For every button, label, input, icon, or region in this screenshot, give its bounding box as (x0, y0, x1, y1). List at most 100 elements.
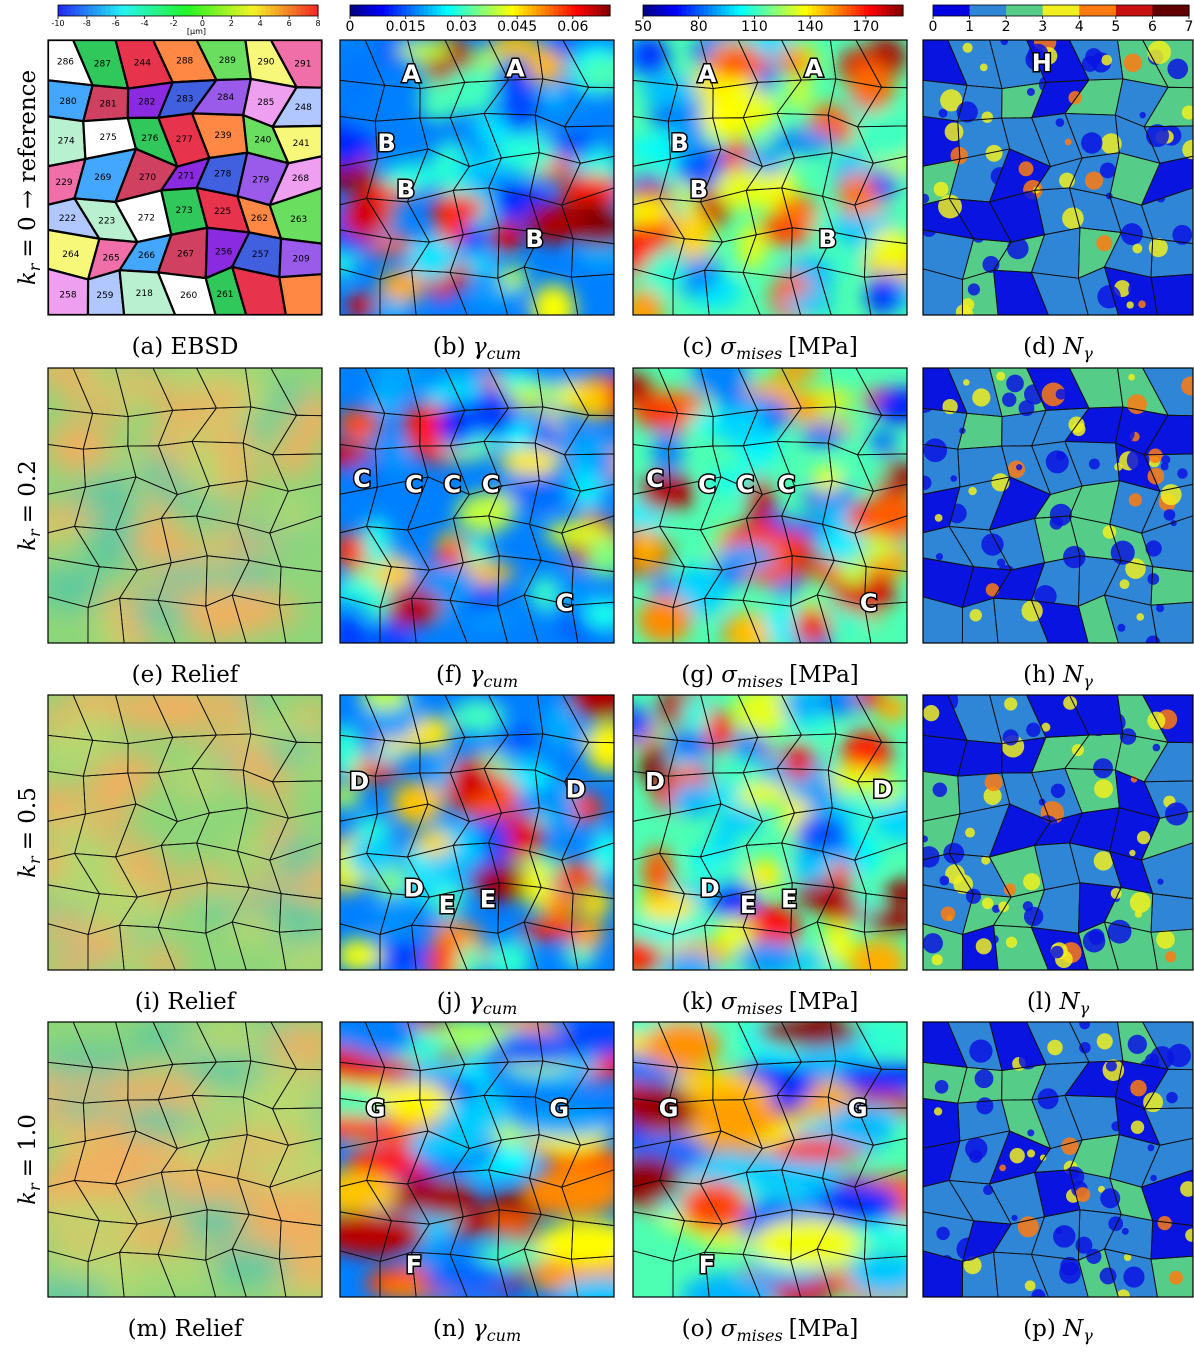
field-spot (1088, 928, 1105, 945)
grain-boundary (923, 596, 963, 643)
caption-label: (h) (1023, 662, 1056, 688)
panel-field (48, 695, 322, 970)
caption-subscript: γ (1083, 344, 1093, 363)
field-spot (1105, 1060, 1117, 1072)
field-blobs (48, 695, 322, 970)
field-spot (1086, 1248, 1102, 1265)
colorbar-tick-label: -8 (83, 19, 91, 28)
grain-boundary (961, 1251, 999, 1297)
grain-boundary (119, 1251, 176, 1297)
field-spot (1102, 525, 1117, 539)
grain-boundary (855, 40, 907, 89)
panel: (h) Nγ (922, 367, 1194, 691)
grain-boundary (570, 1255, 614, 1297)
row-label-text: = 1.0 (15, 1114, 41, 1177)
annotation-letter: C (556, 589, 574, 617)
field-spot (1123, 1253, 1132, 1262)
grain-id: 259 (96, 291, 113, 301)
grain-boundary (278, 1255, 322, 1297)
colorbar: 50 80 110 140 170 (634, 4, 904, 35)
grain-fill (923, 229, 974, 280)
grain-fill (949, 853, 1012, 898)
grain-boundary (278, 893, 322, 933)
annotation-letter: G (848, 1094, 868, 1122)
grain (204, 265, 248, 315)
grain-fill (923, 1098, 960, 1149)
field-spot (967, 283, 980, 296)
colorbar-tick-label: 5 (1111, 19, 1120, 35)
panel-field (48, 1022, 322, 1297)
caption-label: (b) (433, 334, 466, 360)
field-spot (1050, 783, 1066, 798)
grain-id: 275 (100, 133, 117, 143)
annotation-letter: A (698, 60, 717, 88)
caption-subscript: cum (487, 1326, 521, 1345)
caption-label: (o) (682, 1316, 714, 1342)
field-spot (972, 388, 991, 407)
field-spot (923, 570, 930, 583)
colorbar-tick-label: 3 (1038, 19, 1047, 35)
grain-id: 278 (214, 170, 231, 180)
field-spot (1061, 1137, 1079, 1155)
grain-boundary (570, 273, 614, 315)
caption-label: (f) (436, 662, 462, 688)
grain-fill (962, 598, 999, 643)
grain-boundary (863, 238, 907, 278)
grain-boundary (816, 266, 872, 315)
colorbar-tick-label: 0 (200, 19, 205, 28)
field-spot (1156, 604, 1165, 613)
field-spot (1167, 58, 1189, 80)
grain (278, 273, 322, 315)
field-spot (936, 1226, 950, 1241)
field-spot (1129, 849, 1136, 857)
field-spot (1026, 722, 1041, 738)
grain-boundary (1143, 453, 1193, 492)
field-spot (1136, 831, 1151, 845)
grain-boundary (854, 187, 907, 245)
colorbar-tick-label: 2 (1002, 19, 1011, 35)
caption-unit: [MPa] (789, 1316, 859, 1342)
grain-boundary (157, 1253, 217, 1297)
field-spot (938, 108, 948, 118)
field-spot (939, 875, 950, 886)
grain-boundary (1143, 125, 1193, 164)
annotation-letter: B (377, 129, 395, 157)
grain-boundary (379, 1251, 417, 1297)
grain-boundary (340, 596, 381, 643)
panel-frame (47, 1021, 323, 1298)
grain-boundary (961, 924, 999, 970)
annotation-letter: D (566, 776, 586, 804)
field-spot (1157, 1215, 1172, 1231)
field-spot (1177, 468, 1188, 479)
grain-boundary (563, 125, 614, 164)
field-spot (1034, 585, 1057, 608)
field-spot (943, 842, 965, 864)
grain-id: 287 (94, 59, 111, 69)
grain (270, 86, 322, 128)
grain-boundary (1140, 515, 1193, 573)
grain-fill (947, 695, 1002, 744)
caption-symbol: N (1062, 1316, 1084, 1342)
field-spot (996, 371, 1006, 381)
field-spot (1147, 40, 1171, 64)
grain-boundary (271, 1107, 322, 1146)
field-spot (1039, 1154, 1047, 1161)
grain-fill (1141, 1169, 1193, 1226)
field-spot (1160, 484, 1182, 506)
grain-boundary (961, 597, 999, 643)
field-spot (1111, 1121, 1122, 1132)
grain-fill (949, 198, 1012, 243)
grain-boundary (853, 483, 907, 534)
grain-fill (962, 893, 1012, 935)
field-spot (1026, 88, 1035, 96)
panel-frame (47, 694, 323, 971)
grain-id: 271 (178, 172, 195, 182)
panel-caption: (a) EBSD (132, 334, 239, 360)
grain-boundary (205, 1248, 247, 1297)
field-spot (1145, 540, 1162, 557)
grain-fill (1064, 1095, 1120, 1140)
grain-boundary (816, 1248, 872, 1297)
grain-boundary (48, 596, 89, 643)
